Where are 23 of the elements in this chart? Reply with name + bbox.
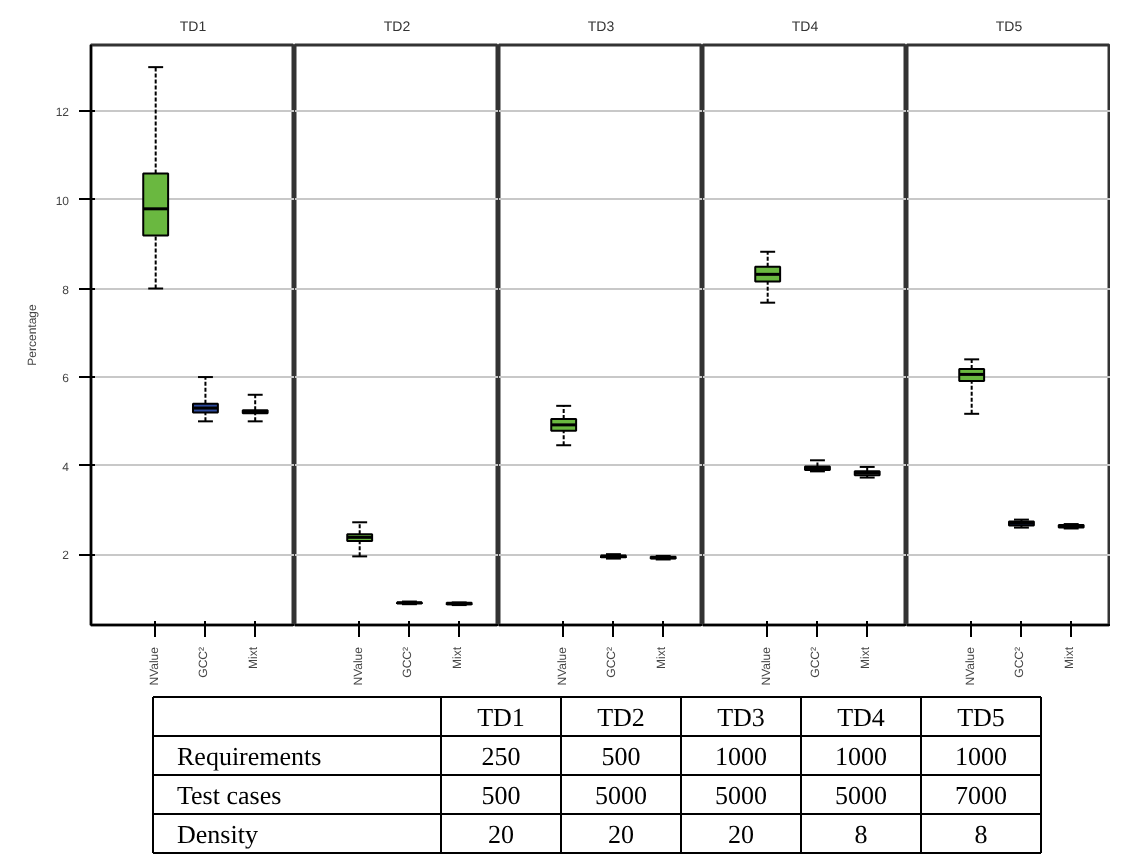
text: 500 [601, 740, 641, 771]
category-label: Requirements [177, 740, 322, 771]
category-label: TD4 [837, 701, 886, 732]
category-label: Density [177, 818, 258, 849]
category-label: TD5 [957, 701, 1005, 732]
text: 5000 [835, 779, 887, 810]
text: 5000 [715, 779, 767, 810]
text: 5000 [595, 779, 647, 810]
text: 1000 [715, 740, 767, 771]
category-label: Test cases [177, 779, 282, 810]
text: 20 [728, 818, 754, 849]
category-label: TD2 [597, 701, 645, 732]
text: 500 [481, 779, 521, 810]
text: 250 [481, 740, 521, 771]
text: 7000 [955, 779, 1007, 810]
text: 20 [488, 818, 514, 849]
category-label: TD1 [477, 701, 525, 732]
text: 1000 [835, 740, 887, 771]
category-label: TD3 [717, 701, 765, 732]
text: 8 [974, 818, 988, 849]
text: 1000 [955, 740, 1007, 771]
text: 20 [608, 818, 634, 849]
text: 8 [854, 818, 868, 849]
